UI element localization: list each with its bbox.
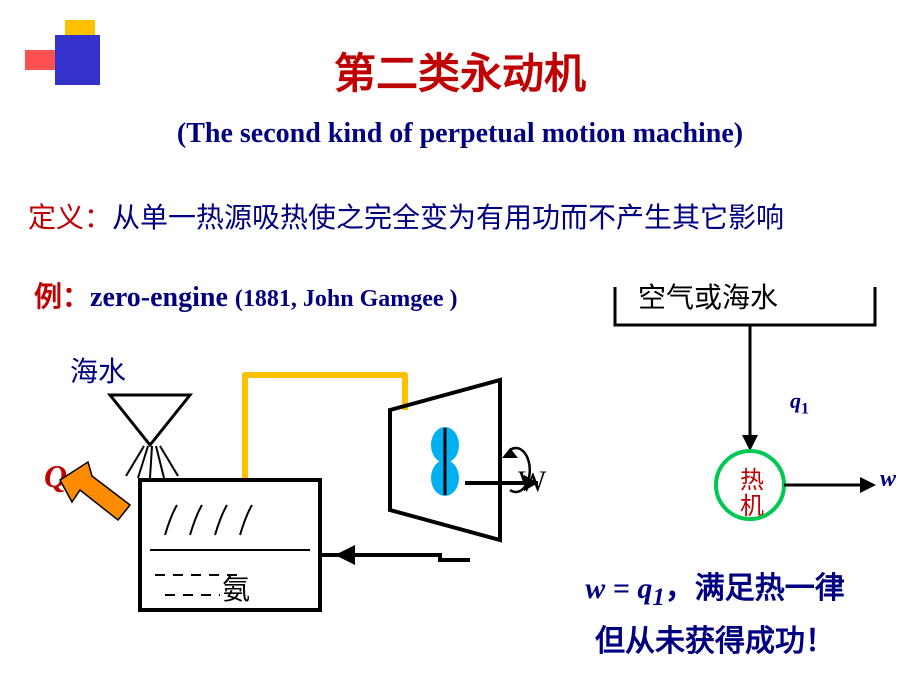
- conclusion-line2: 但从未获得成功！: [595, 625, 835, 658]
- eq-lhs: w: [585, 572, 605, 605]
- definition-text: 从单一热源吸热使之完全变为有用功而不产生其它影响: [112, 203, 784, 234]
- eq-rhs-var: q: [637, 572, 652, 605]
- slide-subtitle: (The second kind of perpetual motion mac…: [0, 118, 920, 150]
- heat-engine-diagram: [590, 275, 910, 560]
- conclusion-block: w = q1，满足热一律 但从未获得成功！: [525, 565, 905, 666]
- definition-label: 定义：: [28, 203, 112, 234]
- example-name: zero-engine: [90, 282, 235, 313]
- slide-title: 第二类永动机: [0, 40, 920, 101]
- example-line: 例：zero-engine (1881, John Gamgee ): [34, 275, 458, 315]
- zero-engine-diagram: [40, 350, 580, 645]
- heat-arrow-icon: [60, 462, 130, 520]
- definition-line: 定义：从单一热源吸热使之完全变为有用功而不产生其它影响: [28, 196, 784, 236]
- example-year: (1881, John Gamgee ): [235, 286, 458, 312]
- conclusion-line1-tail: ，满足热一律: [665, 572, 845, 605]
- example-label: 例：: [34, 281, 90, 312]
- eq-rhs-sub: 1: [652, 584, 665, 611]
- eq-eq: =: [605, 572, 637, 605]
